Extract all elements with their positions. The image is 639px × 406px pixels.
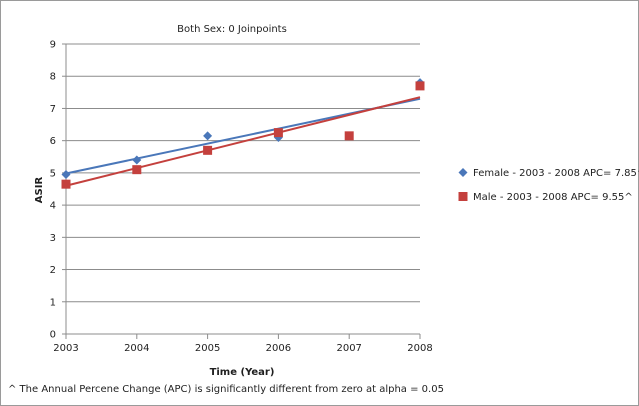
male-fit-line: [65, 96, 421, 187]
axes: [62, 43, 421, 339]
y-tick-label-0: 0: [50, 330, 56, 341]
female-point-2004: [132, 155, 142, 165]
male-point-2006: [273, 128, 283, 138]
female-point-2003: [61, 170, 71, 179]
x-tick-label-2003: 2003: [53, 343, 78, 354]
legend-marker-female: [458, 168, 468, 177]
male-point-2005: [203, 145, 213, 155]
legend-label-female: Female - 2003 - 2008 APC= 7.85^: [473, 168, 639, 179]
legend-item-male: Male - 2003 - 2008 APC= 9.55^: [458, 192, 633, 203]
chart-title: Both Sex: 0 Joinpoints: [177, 24, 287, 35]
x-tick-label-2007: 2007: [336, 343, 361, 354]
y-tick-label-5: 5: [50, 168, 56, 179]
y-tick-label-7: 7: [50, 104, 56, 115]
footnote: ^ The Annual Percene Change (APC) is sig…: [8, 384, 444, 395]
male-point-2004: [132, 165, 142, 175]
x-tick-label-2004: 2004: [124, 343, 149, 354]
y-tick-label-9: 9: [50, 40, 56, 51]
y-tick-label-1: 1: [50, 297, 56, 308]
x-tick-label-2006: 2006: [266, 343, 291, 354]
y-tick-label-2: 2: [50, 265, 56, 276]
x-axis-label: Time (Year): [210, 367, 275, 378]
y-tick-label-3: 3: [50, 233, 56, 244]
x-tick-labels: 2003 2004 2005 2006 2007 2008: [53, 343, 432, 354]
y-tick-labels: 0 1 2 3 4 5 6 7 8 9: [50, 40, 56, 341]
legend-label-male: Male - 2003 - 2008 APC= 9.55^: [473, 192, 633, 203]
male-point-2008: [415, 81, 425, 91]
x-tick-label-2008: 2008: [407, 343, 432, 354]
y-axis-label: ASIR: [34, 177, 45, 204]
male-point-2003: [61, 179, 71, 189]
y-tick-label-8: 8: [50, 72, 56, 83]
x-tick-label-2005: 2005: [195, 343, 220, 354]
female-point-2005: [203, 131, 213, 141]
data-points: [61, 78, 425, 189]
trend-lines: [65, 96, 421, 187]
legend: Female - 2003 - 2008 APC= 7.85^ Male - 2…: [458, 168, 639, 203]
y-tick-label-6: 6: [50, 136, 56, 147]
y-tick-label-4: 4: [50, 201, 56, 212]
legend-marker-male: [458, 192, 468, 201]
legend-item-female: Female - 2003 - 2008 APC= 7.85^: [458, 168, 639, 179]
male-point-2007: [344, 131, 354, 141]
